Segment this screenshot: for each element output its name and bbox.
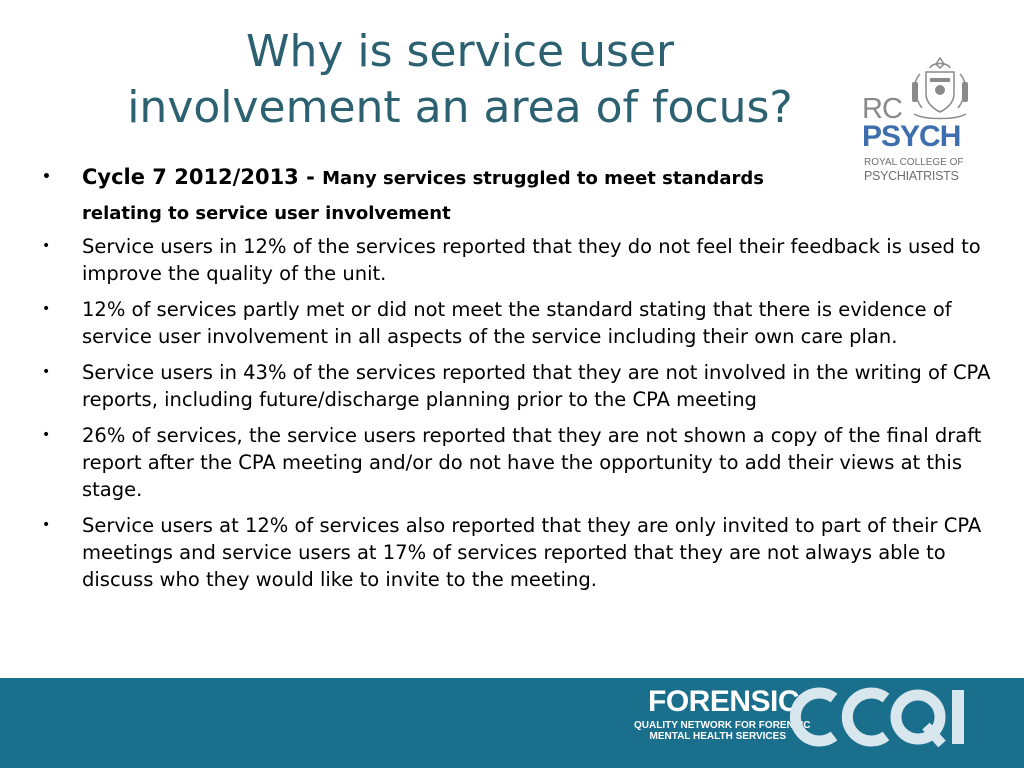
rcpsych-subtitle-1: ROYAL COLLEGE OF bbox=[864, 157, 964, 168]
list-item: • Service users at 12% of services also … bbox=[0, 512, 1000, 593]
title-line-1: Why is service user bbox=[245, 26, 675, 77]
list-item: • Service users in 12% of the services r… bbox=[0, 233, 1000, 287]
bullet-icon: • bbox=[42, 301, 51, 317]
bullet-icon: • bbox=[42, 364, 51, 380]
rcpsych-logo: RC PSYCH ROYAL COLLEGE OF PSYCHIATRISTS bbox=[860, 54, 972, 186]
list-item: • 12% of services partly met or did not … bbox=[0, 296, 1000, 350]
forensic-wordmark: FORENSIC bbox=[648, 685, 800, 718]
quality-network-line-2: MENTAL HEALTH SERVICES bbox=[649, 731, 787, 742]
list-item-text: Service users in 12% of the services rep… bbox=[82, 235, 981, 285]
slide-title: Why is service user involvement an area … bbox=[20, 24, 900, 136]
list-item-text: Service users at 12% of services also re… bbox=[82, 514, 982, 591]
quality-network-line-1: QUALITY NETWORK FOR FORENSIC bbox=[634, 720, 811, 731]
coat-of-arms-icon bbox=[912, 56, 968, 120]
cycle-label: Cycle 7 2012/2013 - bbox=[82, 165, 323, 189]
bullet-icon: • bbox=[42, 169, 51, 185]
ccqi-logo bbox=[790, 687, 964, 748]
bullet-list: • Cycle 7 2012/2013 - Many services strug… bbox=[0, 160, 1000, 602]
bullet-icon: • bbox=[42, 427, 51, 443]
list-item: • 26% of services, the service users rep… bbox=[0, 422, 1000, 503]
rcpsych-subtitle-2: PSYCHIATRISTS bbox=[864, 169, 959, 183]
intro-bullet: • Cycle 7 2012/2013 - Many services strug… bbox=[0, 160, 822, 231]
bullet-icon: • bbox=[42, 517, 51, 533]
title-line-2: involvement an area of focus? bbox=[127, 82, 793, 133]
list-item: • Service users in 43% of the services r… bbox=[0, 359, 1000, 413]
list-item-text: 26% of services, the service users repor… bbox=[82, 424, 982, 501]
rc-wordmark: RC bbox=[862, 93, 903, 125]
footer-band: FORENSIC QUALITY NETWORK FOR FORENSIC ME… bbox=[0, 678, 1024, 768]
list-item-text: 12% of services partly met or did not me… bbox=[82, 298, 952, 348]
bullet-icon: • bbox=[42, 238, 51, 254]
list-item-text: Service users in 43% of the services rep… bbox=[82, 361, 991, 411]
intro-text: Many services struggled to meet standard… bbox=[82, 168, 764, 224]
psych-wordmark: PSYCH bbox=[862, 120, 961, 153]
